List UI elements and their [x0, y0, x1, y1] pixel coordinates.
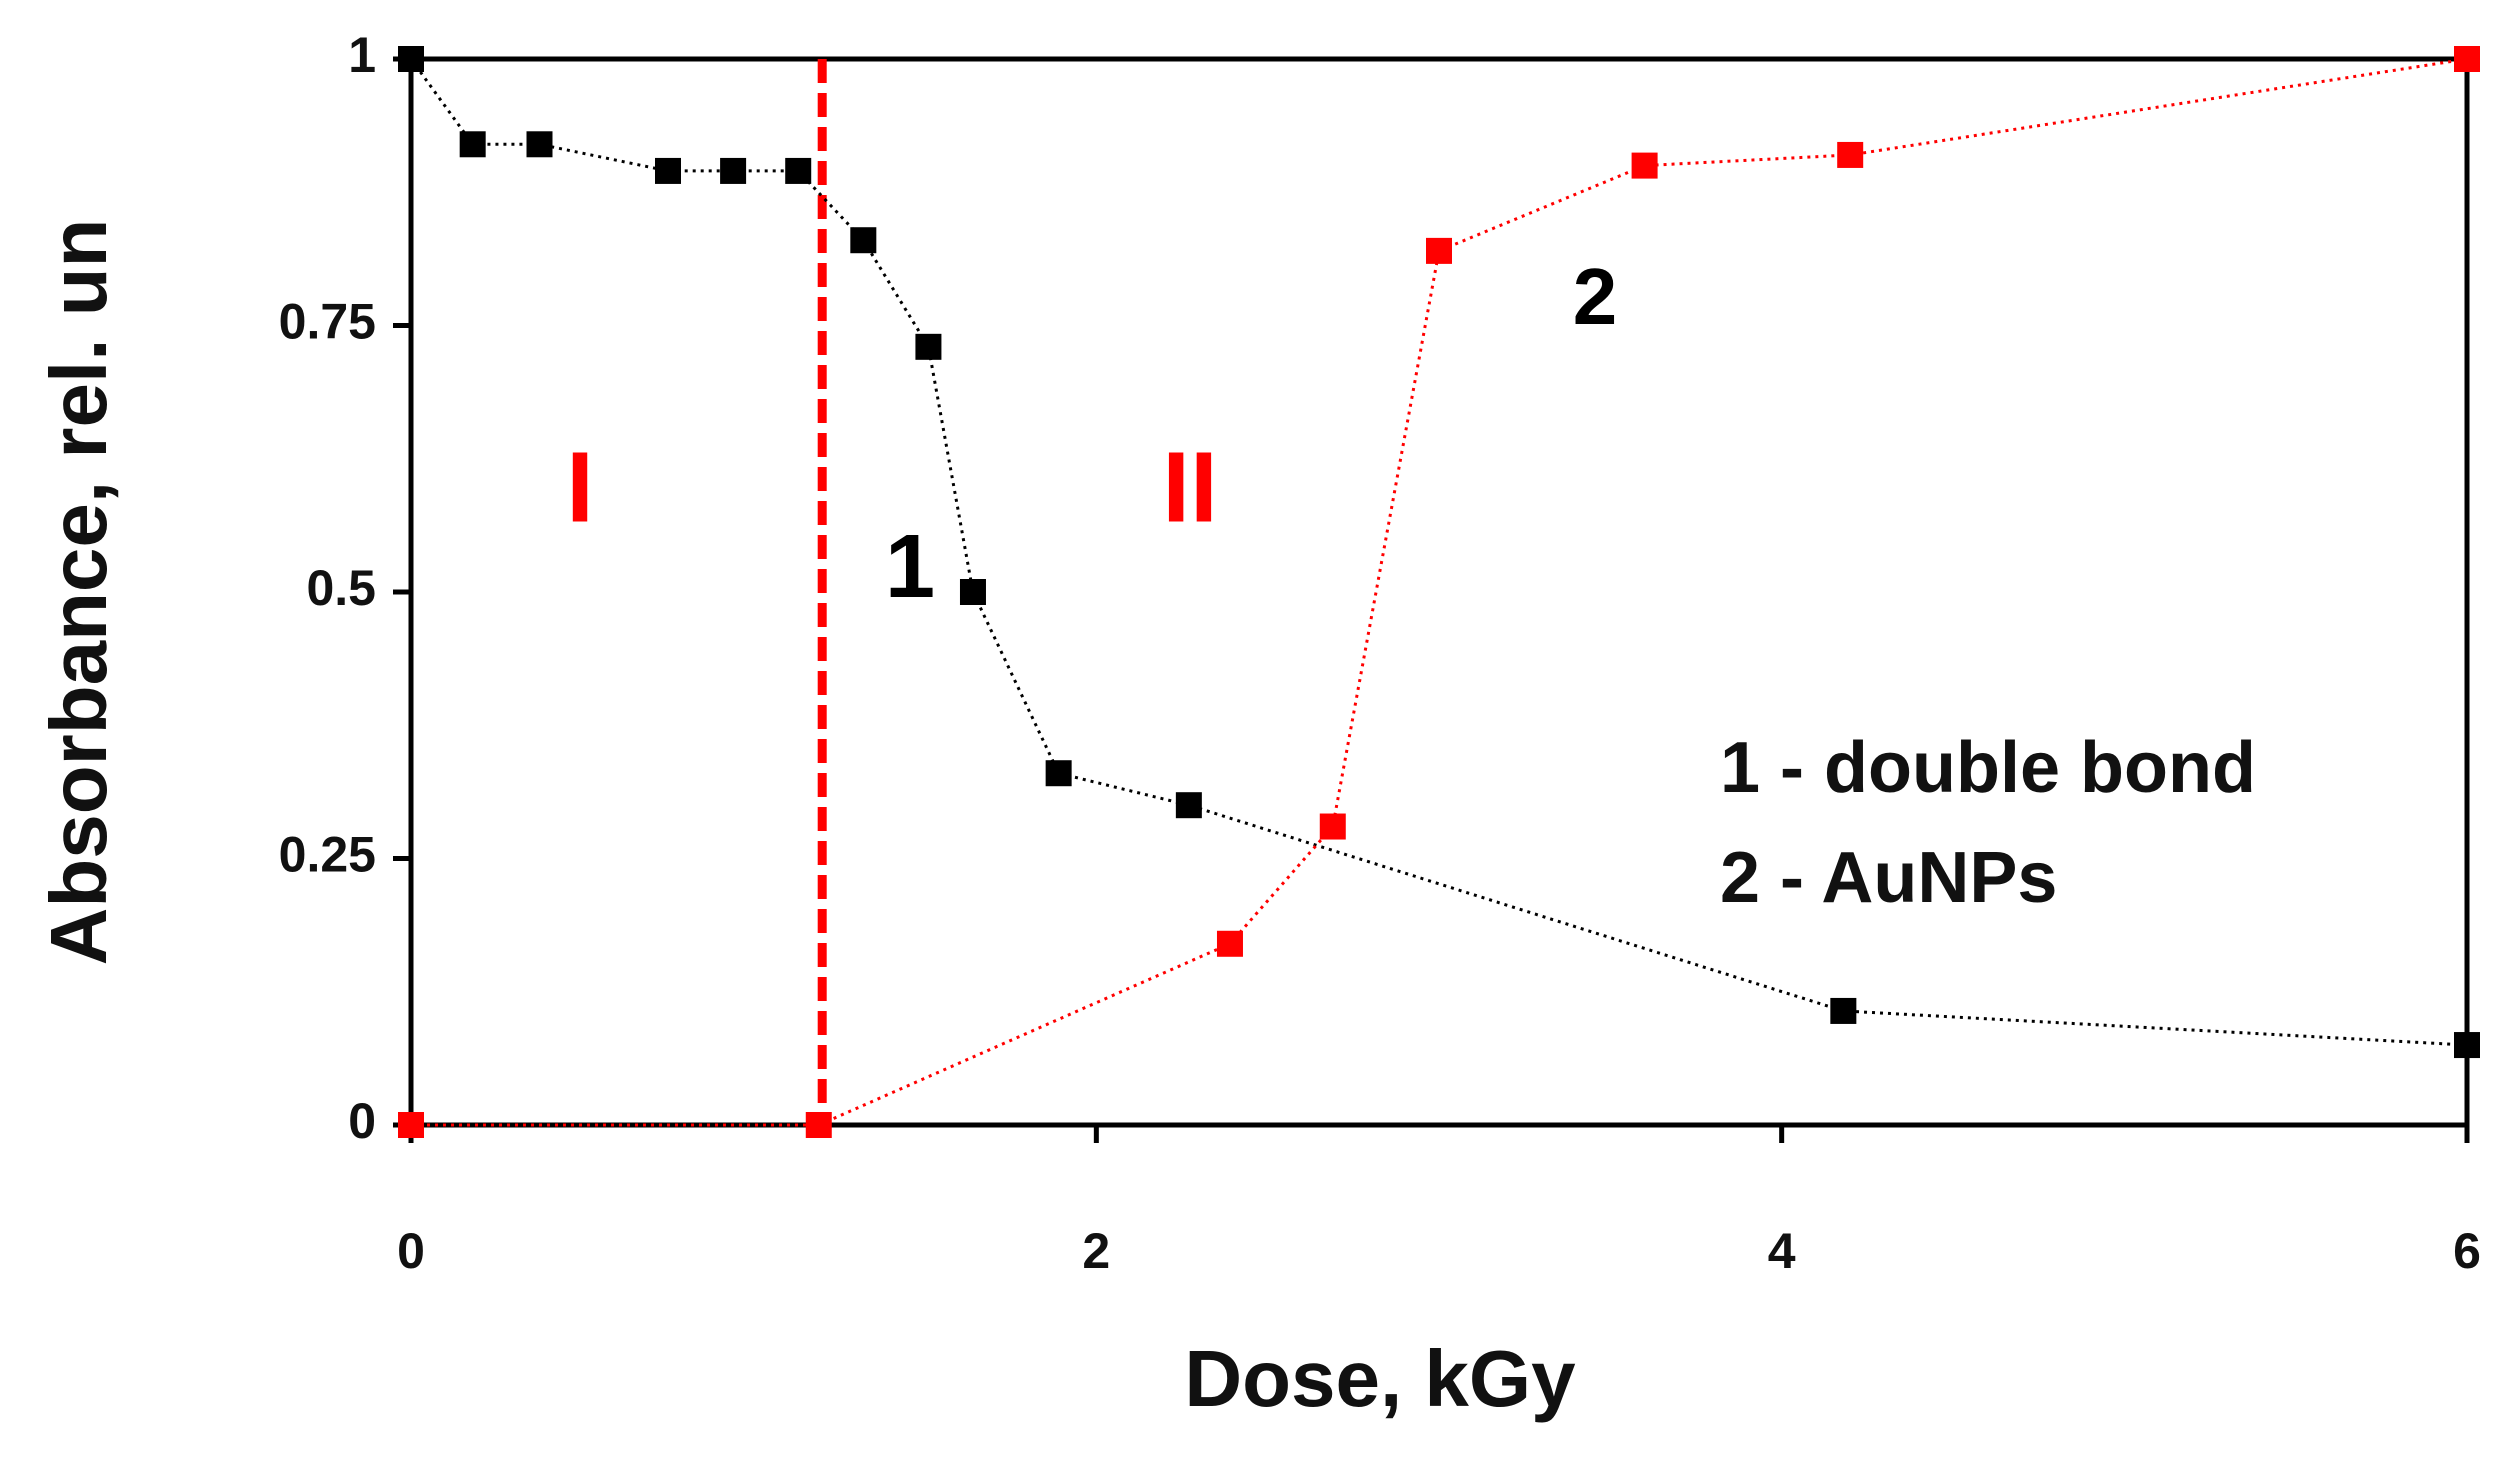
- data-point: [459, 131, 486, 158]
- data-point: [1830, 997, 1857, 1024]
- x-axis-label: Dose, kGy: [1184, 1334, 1576, 1423]
- annotation: 1: [885, 517, 935, 617]
- x-tick-label: 6: [2453, 1223, 2481, 1279]
- y-tick-label: 0: [348, 1093, 376, 1149]
- data-point: [398, 46, 424, 72]
- x-tick-label: 0: [397, 1223, 425, 1279]
- data-point: [850, 227, 877, 254]
- x-tick-label: 4: [1768, 1223, 1796, 1279]
- data-point: [1175, 792, 1202, 819]
- y-tick-label: 1: [348, 27, 376, 83]
- data-point: [959, 579, 986, 605]
- series-line: [411, 57, 2468, 1127]
- annotation: II: [1162, 431, 1218, 543]
- data-point: [915, 333, 942, 360]
- y-tick-label: 0.75: [279, 294, 376, 350]
- annotation: I: [566, 431, 594, 543]
- x-tick-label: 2: [1082, 1223, 1110, 1279]
- data-point: [720, 157, 747, 184]
- data-point: [1631, 152, 1658, 179]
- data-point: [2454, 1032, 2480, 1059]
- data-point: [1837, 141, 1864, 168]
- series-line: [409, 58, 2468, 1047]
- data-point: [1045, 760, 1072, 787]
- data-point: [655, 157, 681, 184]
- legend-entry: 2 - AuNPs: [1720, 838, 2057, 918]
- data-point: [398, 1112, 424, 1138]
- y-axis-label: Absorbance, rel. un: [34, 219, 123, 966]
- plot-frame: [408, 56, 2470, 1128]
- annotation: 2: [1573, 252, 1618, 341]
- data-point: [526, 131, 553, 158]
- y-tick-label: 0.5: [306, 560, 376, 616]
- legend-entry: 1 - double bond: [1720, 728, 2256, 808]
- data-point: [1426, 237, 1452, 264]
- data-point: [785, 157, 812, 184]
- data-point: [1319, 813, 1346, 840]
- data-point: [1216, 930, 1243, 957]
- data-point: [2454, 46, 2480, 72]
- data-point: [805, 1112, 832, 1138]
- y-tick-label: 0.25: [279, 827, 376, 883]
